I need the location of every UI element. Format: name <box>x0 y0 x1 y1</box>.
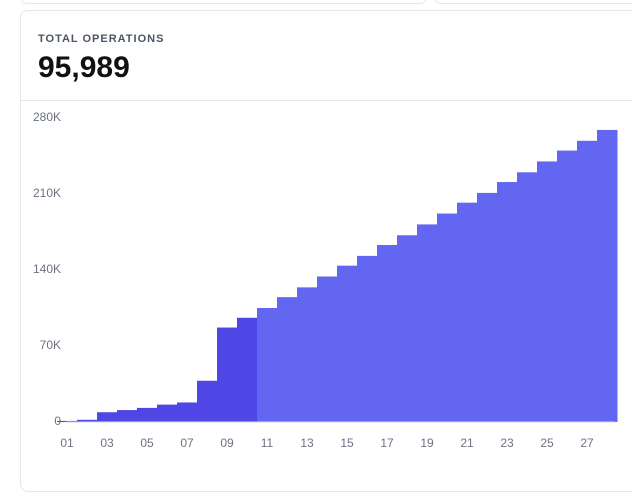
y-tick-label: 280K <box>33 110 61 124</box>
x-tick-label: 03 <box>100 436 114 450</box>
x-tick-label: 27 <box>580 436 594 450</box>
x-tick-label: 15 <box>340 436 354 450</box>
bar <box>177 402 198 422</box>
bar <box>137 407 158 422</box>
bar <box>77 419 98 422</box>
bar <box>557 150 578 423</box>
bar <box>517 172 538 422</box>
card-header: TOTAL OPERATIONS 95,989 <box>21 11 632 101</box>
x-tick-label: 09 <box>220 436 234 450</box>
x-tick-label: 21 <box>460 436 474 450</box>
x-tick-label: 25 <box>540 436 554 450</box>
y-tick-label: 70K <box>40 338 61 352</box>
bar <box>117 410 138 422</box>
x-tick-label: 19 <box>420 436 434 450</box>
x-tick-label: 11 <box>261 436 274 450</box>
x-tick-label: 07 <box>180 436 194 450</box>
bar <box>437 213 458 422</box>
bar <box>57 420 78 422</box>
x-tick-label: 01 <box>60 436 74 450</box>
bar <box>377 245 398 422</box>
bar <box>477 192 498 422</box>
x-tick-label: 23 <box>500 436 514 450</box>
bar <box>197 380 218 422</box>
x-tick-label: 17 <box>380 436 394 450</box>
bar <box>577 140 598 423</box>
bar <box>417 224 438 422</box>
bar <box>277 297 298 422</box>
bar <box>257 308 278 422</box>
x-tick-label: 13 <box>300 436 314 450</box>
bar <box>537 161 558 422</box>
bar <box>337 265 358 422</box>
bar <box>317 276 338 422</box>
bar <box>237 317 258 422</box>
card-label: TOTAL OPERATIONS <box>38 33 165 45</box>
y-tick-label: 210K <box>33 186 61 200</box>
bar <box>217 327 238 422</box>
bar <box>97 412 118 422</box>
page: TOTAL OPERATIONS 95,989 0 70K 140K 210K 280K… <box>20 0 632 492</box>
bar <box>497 182 518 422</box>
bar <box>297 287 318 422</box>
y-tick-label: 140K <box>33 262 61 276</box>
bar <box>397 235 418 422</box>
bar <box>457 202 478 422</box>
card-total: 95,989 <box>38 51 130 84</box>
bar <box>357 255 378 422</box>
bar <box>157 404 178 422</box>
x-tick-label: 05 <box>140 436 154 450</box>
bar <box>597 129 618 422</box>
